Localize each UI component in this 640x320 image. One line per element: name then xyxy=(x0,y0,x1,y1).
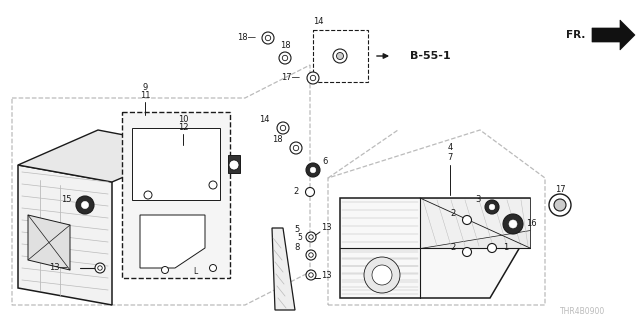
Text: 13: 13 xyxy=(321,223,332,233)
Text: 2: 2 xyxy=(294,188,299,196)
Text: 18—: 18— xyxy=(237,34,256,43)
Polygon shape xyxy=(122,112,230,278)
Text: FR.: FR. xyxy=(566,30,585,40)
Text: THR4B0900: THR4B0900 xyxy=(560,308,605,316)
Circle shape xyxy=(485,200,499,214)
Circle shape xyxy=(463,247,472,257)
Circle shape xyxy=(262,32,274,44)
Circle shape xyxy=(293,145,299,151)
Text: B-55-1: B-55-1 xyxy=(410,51,451,61)
Polygon shape xyxy=(132,128,220,200)
Polygon shape xyxy=(340,198,530,298)
Text: 3: 3 xyxy=(476,196,481,204)
Polygon shape xyxy=(420,230,530,248)
Text: 1: 1 xyxy=(503,244,508,252)
Text: 15: 15 xyxy=(61,196,72,204)
Text: 14: 14 xyxy=(259,116,270,124)
Text: 14: 14 xyxy=(313,18,323,27)
Circle shape xyxy=(509,220,517,228)
Text: 18: 18 xyxy=(273,135,283,145)
Text: 17: 17 xyxy=(555,186,565,195)
Text: 4: 4 xyxy=(447,143,452,153)
Text: 13: 13 xyxy=(321,270,332,279)
Text: 10: 10 xyxy=(178,116,188,124)
Circle shape xyxy=(310,167,316,173)
Circle shape xyxy=(229,160,239,170)
Circle shape xyxy=(310,75,316,81)
Circle shape xyxy=(489,204,495,210)
Circle shape xyxy=(333,49,347,63)
Circle shape xyxy=(279,52,291,64)
Circle shape xyxy=(306,163,320,177)
Circle shape xyxy=(372,265,392,285)
Text: 18: 18 xyxy=(280,41,291,50)
Circle shape xyxy=(209,265,216,271)
Circle shape xyxy=(337,52,344,60)
Circle shape xyxy=(81,201,88,209)
Polygon shape xyxy=(18,165,112,305)
Circle shape xyxy=(277,122,289,134)
Circle shape xyxy=(488,244,497,252)
Text: 16: 16 xyxy=(526,220,536,228)
Text: 5: 5 xyxy=(295,226,300,235)
Circle shape xyxy=(307,72,319,84)
Polygon shape xyxy=(420,198,530,248)
Polygon shape xyxy=(140,215,205,268)
Polygon shape xyxy=(272,228,295,310)
Circle shape xyxy=(290,142,302,154)
Text: 5: 5 xyxy=(297,233,302,242)
Circle shape xyxy=(305,188,314,196)
Circle shape xyxy=(282,55,288,61)
Circle shape xyxy=(503,214,523,234)
Text: 8: 8 xyxy=(294,244,300,252)
Circle shape xyxy=(98,266,102,270)
Circle shape xyxy=(308,273,313,277)
Text: 2: 2 xyxy=(451,210,456,219)
Circle shape xyxy=(308,235,313,239)
Text: 12: 12 xyxy=(178,124,188,132)
Circle shape xyxy=(161,267,168,274)
Polygon shape xyxy=(592,20,635,50)
Circle shape xyxy=(266,35,271,41)
Text: 13—: 13— xyxy=(49,263,68,273)
Circle shape xyxy=(306,250,316,260)
Circle shape xyxy=(549,194,571,216)
Circle shape xyxy=(554,199,566,211)
Circle shape xyxy=(280,125,285,131)
Text: 7: 7 xyxy=(447,154,452,163)
Circle shape xyxy=(95,263,105,273)
Circle shape xyxy=(209,181,217,189)
Circle shape xyxy=(306,232,316,242)
Text: 11: 11 xyxy=(140,92,150,100)
Text: L: L xyxy=(193,268,197,276)
Circle shape xyxy=(144,191,152,199)
Circle shape xyxy=(76,196,94,214)
Circle shape xyxy=(463,215,472,225)
Circle shape xyxy=(364,257,400,293)
Polygon shape xyxy=(228,155,240,173)
Circle shape xyxy=(308,253,313,257)
Circle shape xyxy=(306,270,316,280)
Polygon shape xyxy=(28,215,70,270)
Text: 17—: 17— xyxy=(281,74,300,83)
Polygon shape xyxy=(18,130,192,182)
Text: 2: 2 xyxy=(451,244,456,252)
Text: 9: 9 xyxy=(142,84,148,92)
Text: 6: 6 xyxy=(322,157,328,166)
